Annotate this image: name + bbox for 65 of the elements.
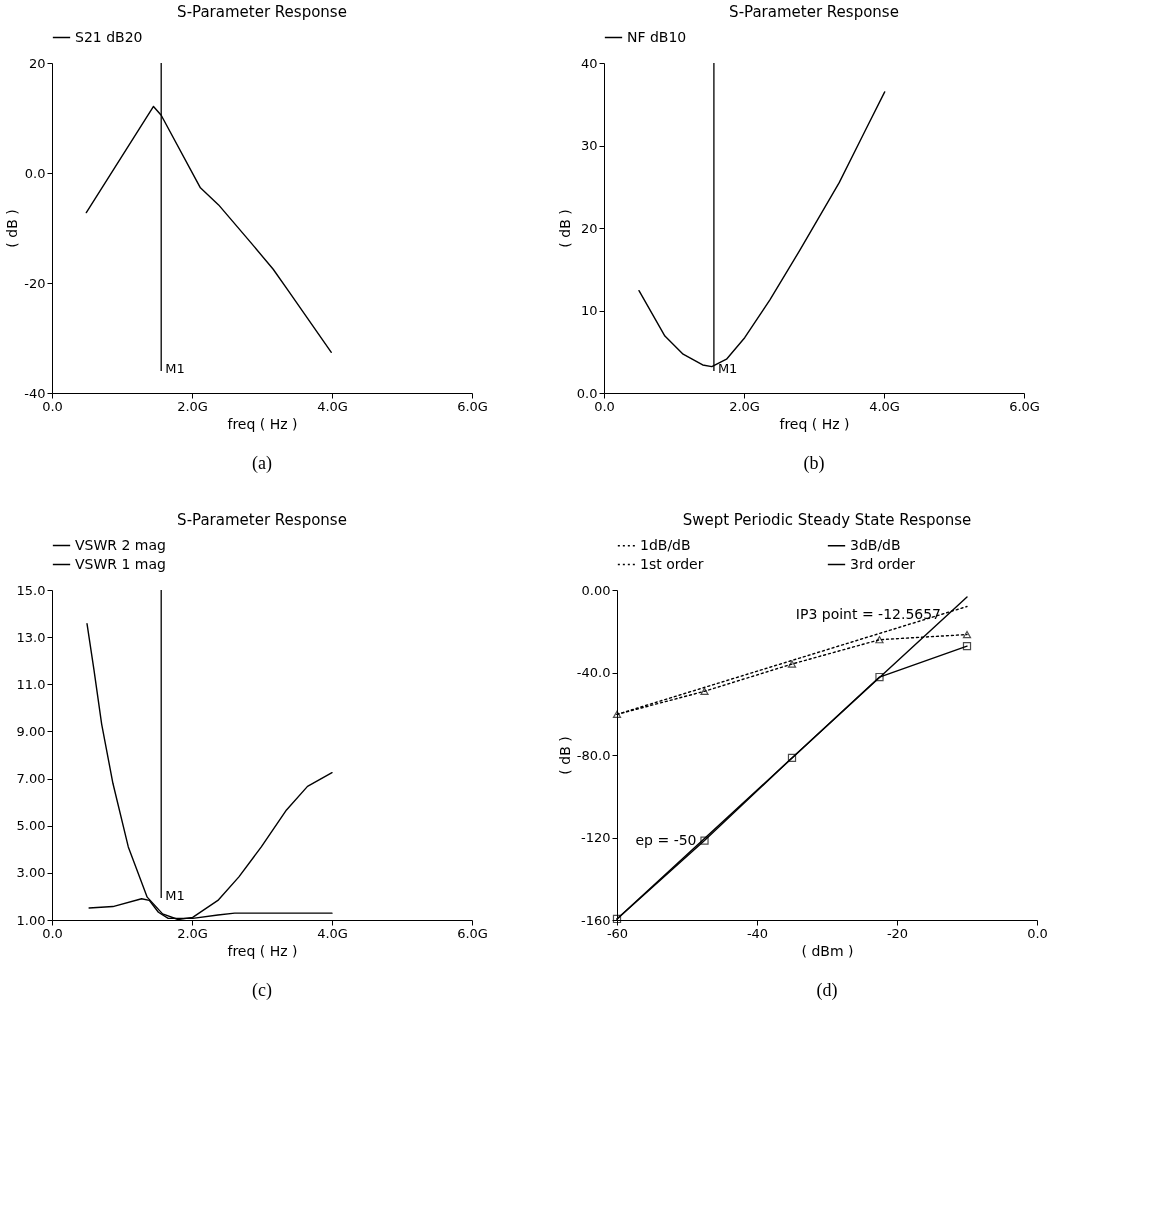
x-tick-label: 4.0G	[317, 925, 348, 941]
chart-title: Swept Periodic Steady State Response	[682, 511, 972, 529]
legend-label: 1dB/dB	[640, 536, 691, 553]
x-tick-label: 2.0G	[729, 398, 760, 414]
legend-label: VSWR 2 mag	[75, 536, 166, 553]
x-tick-label: 2.0G	[177, 925, 208, 941]
text: (a)	[252, 453, 272, 474]
ref-line-label: M1	[717, 361, 738, 376]
y-tick-label: 11.0	[16, 676, 46, 692]
annotation: ep = -50	[635, 831, 697, 848]
x-tick-label: 0.0	[1027, 925, 1048, 941]
text: (b)	[803, 453, 825, 474]
chart-title: S-Parameter Response	[177, 511, 347, 529]
y-tick-label: 20	[580, 220, 598, 236]
legend-label: 3rd order	[850, 555, 916, 572]
x-tick-label: 4.0G	[869, 398, 900, 414]
y-tick-label: -20	[24, 275, 46, 291]
y-tick-label: 20	[28, 55, 46, 71]
x-tick-label: 2.0G	[177, 398, 208, 414]
ref-line-label: M1	[165, 888, 185, 903]
y-tick-label: 13.0	[16, 629, 46, 645]
x-tick-label: 6.0G	[457, 925, 488, 941]
x-tick-label: 6.0G	[1009, 398, 1040, 414]
ref-line-label: M1	[165, 361, 185, 376]
legend-label: 3dB/dB	[850, 536, 901, 553]
x-tick-label: 4.0G	[317, 398, 348, 414]
x-tick-label: 0.0	[42, 925, 63, 941]
y-tick-label: 0.00	[581, 582, 611, 598]
chart-title: S-Parameter Response	[177, 3, 347, 21]
chart-title: S-Parameter Response	[729, 3, 899, 21]
y-tick-label: 0.0	[24, 165, 46, 181]
y-tick-label: 7.00	[16, 771, 46, 787]
x-tick-label: 0.0	[42, 398, 63, 414]
legend-label: S21 dB20	[75, 28, 143, 45]
text: (c)	[252, 980, 272, 1001]
y-tick-label: 40	[580, 55, 598, 71]
y-tick-label: 15.0	[16, 582, 46, 598]
x-tick-label: -60	[606, 925, 629, 941]
y-tick-label: 10	[580, 303, 598, 318]
y-tick-label: 0.0	[576, 385, 598, 401]
y-tick-label: 30	[580, 138, 598, 153]
y-tick-label: -40.0	[576, 665, 611, 680]
y-tick-label: 1.00	[16, 912, 46, 928]
y-axis-title: ( dB )	[556, 209, 573, 248]
x-axis-title: freq ( Hz )	[227, 942, 298, 959]
y-tick-label: -120	[580, 830, 611, 845]
x-tick-label: -20	[886, 925, 909, 941]
y-tick-label: 9.00	[16, 723, 46, 739]
y-tick-label: -160	[580, 912, 611, 928]
legend-label: NF dB10	[627, 28, 687, 45]
x-axis-title: ( dBm )	[801, 942, 854, 959]
text: (d)	[816, 980, 838, 1001]
y-tick-label: -80.0	[576, 747, 611, 763]
y-axis-title: ( dB )	[556, 736, 573, 775]
annotation: IP3 point = -12.5657	[795, 605, 942, 622]
x-tick-label: -40	[746, 925, 769, 941]
x-axis-title: freq ( Hz )	[779, 415, 850, 432]
y-axis-title: ( dB )	[4, 209, 21, 248]
y-tick-label: 3.00	[16, 865, 46, 881]
x-tick-label: 6.0G	[457, 398, 488, 414]
y-tick-label: 5.00	[16, 818, 46, 834]
y-tick-label: -40	[24, 385, 46, 401]
x-axis-title: freq ( Hz )	[227, 415, 298, 432]
legend-label: 1st order	[640, 555, 704, 572]
legend-label: VSWR 1 mag	[75, 555, 166, 572]
